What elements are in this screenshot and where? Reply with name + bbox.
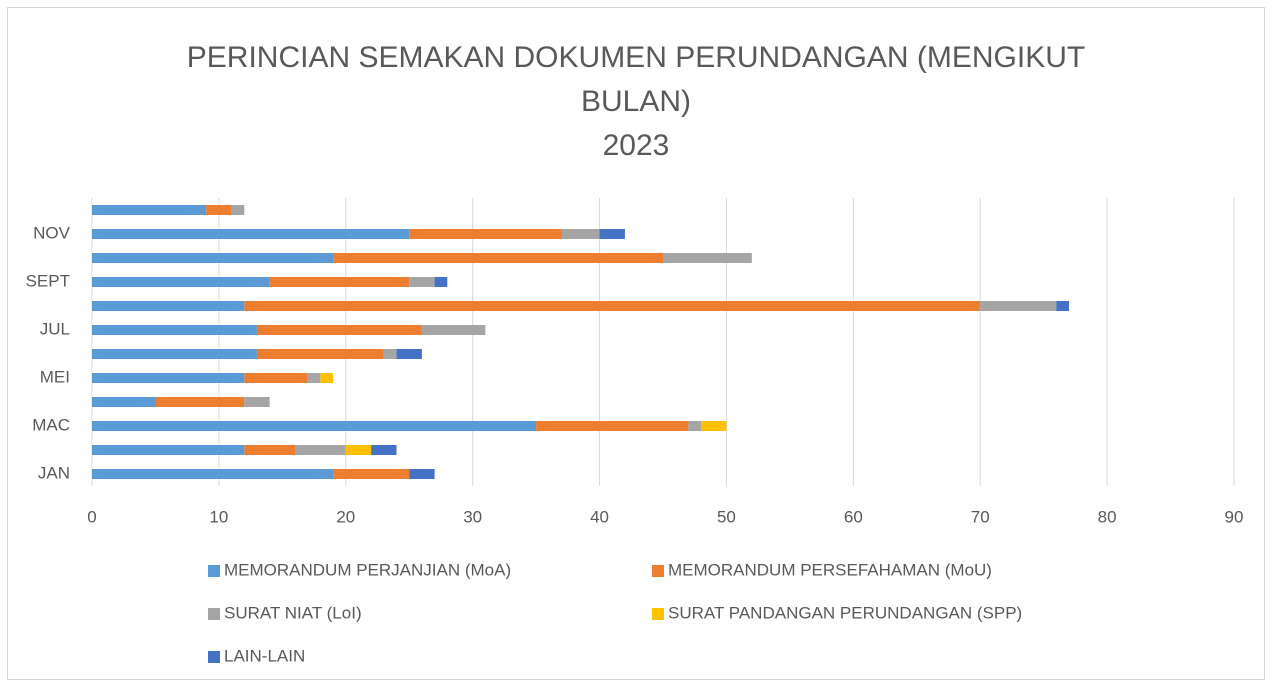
x-tick-label: 40	[590, 507, 609, 526]
bar-segment	[269, 277, 410, 287]
bar-segment	[371, 445, 397, 455]
bar-segment	[307, 373, 321, 383]
bar-segment	[295, 445, 346, 455]
y-tick-label: JAN	[38, 463, 70, 482]
chart-title: PERINCIAN SEMAKAN DOKUMEN PERUNDANGAN (M…	[186, 41, 1086, 118]
chart-subtitle: 2023	[602, 129, 670, 162]
bar-segment	[383, 349, 397, 359]
legend-swatch	[208, 608, 220, 620]
bar-segment	[421, 325, 486, 335]
bar-segment	[333, 253, 663, 263]
bar-segment	[92, 325, 257, 335]
bar-segment	[561, 229, 600, 239]
bar-segment	[92, 301, 245, 311]
bar-segment	[244, 301, 981, 311]
legend-swatch	[652, 565, 664, 577]
x-tick-label: 10	[209, 507, 228, 526]
x-tick-label: 90	[1225, 507, 1244, 526]
legend-swatch	[208, 651, 220, 663]
x-tick-label: 30	[463, 507, 482, 526]
bar-segment	[409, 277, 435, 287]
bar-segment	[244, 397, 270, 407]
bar-segment	[92, 421, 537, 431]
legend-label: MEMORANDUM PERSEFAHAMAN (MoU)	[668, 560, 992, 579]
x-tick-label: 60	[844, 507, 863, 526]
bar-segment	[256, 325, 422, 335]
bar-segment	[980, 301, 1057, 311]
bar-segment	[92, 373, 245, 383]
bar-segment	[256, 349, 384, 359]
bar-segment	[92, 349, 257, 359]
bar-segment	[231, 205, 245, 215]
bar-segment	[320, 373, 334, 383]
x-tick-label: 80	[1098, 507, 1117, 526]
bar-segment	[92, 253, 334, 263]
bar-segment	[701, 421, 727, 431]
bar-segment	[333, 469, 410, 479]
legend-label: SURAT NIAT (LoI)	[224, 603, 362, 622]
bar-segment	[688, 421, 702, 431]
x-tick-label: 0	[87, 507, 96, 526]
bar-segment	[396, 349, 422, 359]
legend-swatch	[652, 608, 664, 620]
y-tick-label: MEI	[40, 367, 70, 386]
bar-segment	[599, 229, 625, 239]
y-tick-label: SEPT	[26, 271, 70, 290]
bar-segment	[409, 469, 435, 479]
legend-label: SURAT PANDANGAN PERUNDANGAN (SPP)	[668, 603, 1022, 622]
bar-segment	[92, 397, 156, 407]
bar-segment	[663, 253, 752, 263]
x-tick-label: 50	[717, 507, 736, 526]
bar-segment	[92, 229, 410, 239]
y-tick-label: MAC	[32, 415, 70, 434]
bar-segment	[244, 373, 308, 383]
legend-swatch	[208, 565, 220, 577]
legend-label: MEMORANDUM PERJANJIAN (MoA)	[224, 560, 511, 579]
bar-segment	[244, 445, 296, 455]
bar-segment	[92, 445, 245, 455]
bar-segment	[155, 397, 245, 407]
y-tick-label: NOV	[33, 223, 71, 242]
bar-segment	[409, 229, 562, 239]
legend-label: LAIN-LAIN	[224, 646, 305, 665]
x-tick-label: 70	[971, 507, 990, 526]
bar-segment	[536, 421, 689, 431]
y-tick-label: JUL	[40, 319, 70, 338]
bar-segment	[92, 469, 334, 479]
bar-segment	[92, 205, 207, 215]
bar-segment	[345, 445, 372, 455]
bar-segment	[1056, 301, 1070, 311]
x-tick-label: 20	[336, 507, 355, 526]
bar-segment	[92, 277, 270, 287]
bar-segment	[206, 205, 232, 215]
title-block: PERINCIAN SEMAKAN DOKUMEN PERUNDANGAN (M…	[156, 36, 1116, 168]
bar-segment	[434, 277, 448, 287]
